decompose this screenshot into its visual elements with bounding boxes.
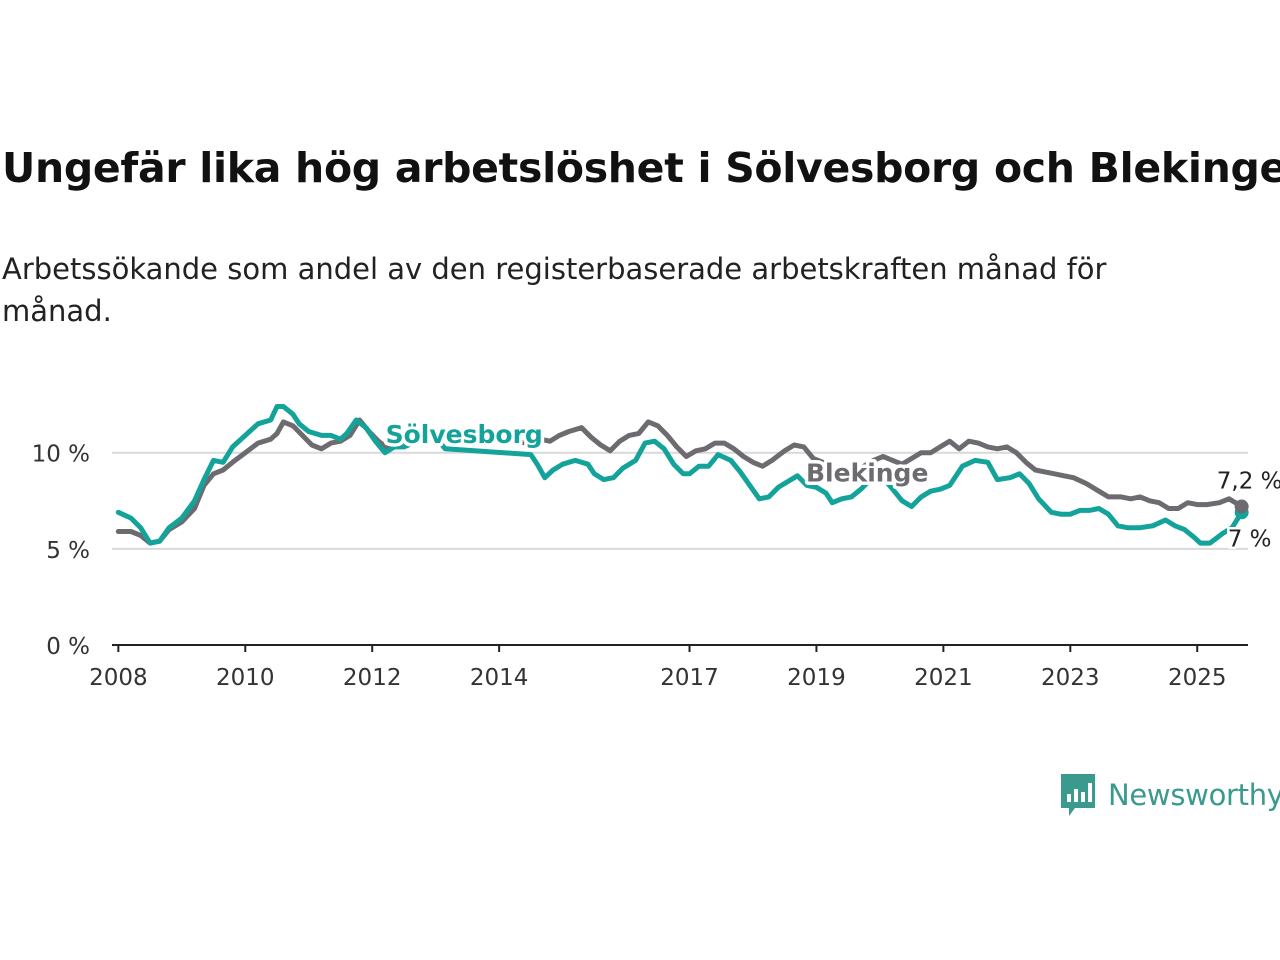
x-tick-label: 2008 [89, 665, 148, 691]
chart-title: Ungefär lika hög arbetslöshet i Sölvesbo… [2, 144, 1280, 192]
x-axis [112, 644, 1248, 652]
y-tick-label: 0 % [46, 634, 90, 660]
series-line-solvesborg [115, 404, 1245, 546]
line-chart: 0 %5 %10 % 2008 2010 2012 2014 2017 2019 2021 2… [32, 404, 1280, 691]
end-point-blekinge [1234, 499, 1249, 514]
series-lines [115, 404, 1249, 546]
x-tick-label: 2019 [787, 665, 846, 691]
y-tick-label: 5 % [46, 538, 90, 564]
brand-name: Newsworthy [1108, 778, 1280, 812]
newsworthy-logo: Newsworthy [1058, 772, 1280, 818]
chart-speech-bubble-icon [1061, 774, 1095, 816]
series-name-label-blekinge: Blekinge [806, 459, 928, 488]
end-value-label-blekinge: 7,2 % [1217, 469, 1280, 495]
series-name-label-solvesborg: Sölvesborg [386, 420, 543, 449]
x-tick-label: 2025 [1168, 665, 1227, 691]
x-axis-tick-labels: 2008 2010 2012 2014 2017 2019 2021 2023 2025 [89, 665, 1226, 691]
x-tick-label: 2021 [914, 665, 973, 691]
x-tick-label: 2017 [660, 665, 719, 691]
series-line-blekinge [115, 417, 1245, 546]
x-tick-label: 2014 [470, 665, 529, 691]
chart-subtitle: Arbetssökande som andel av den registerb… [2, 252, 1107, 328]
y-tick-label: 10 % [32, 442, 90, 468]
x-tick-label: 2012 [343, 665, 402, 691]
y-axis-tick-labels: 0 % 5 % 10 % [32, 442, 90, 660]
series-labels: 7 % 7,2 % Sölvesborg Blekinge [382, 417, 1280, 555]
x-tick-label: 2010 [216, 665, 275, 691]
x-tick-label: 2023 [1041, 665, 1100, 691]
end-value-label-solvesborg: 7 % [1228, 526, 1272, 552]
